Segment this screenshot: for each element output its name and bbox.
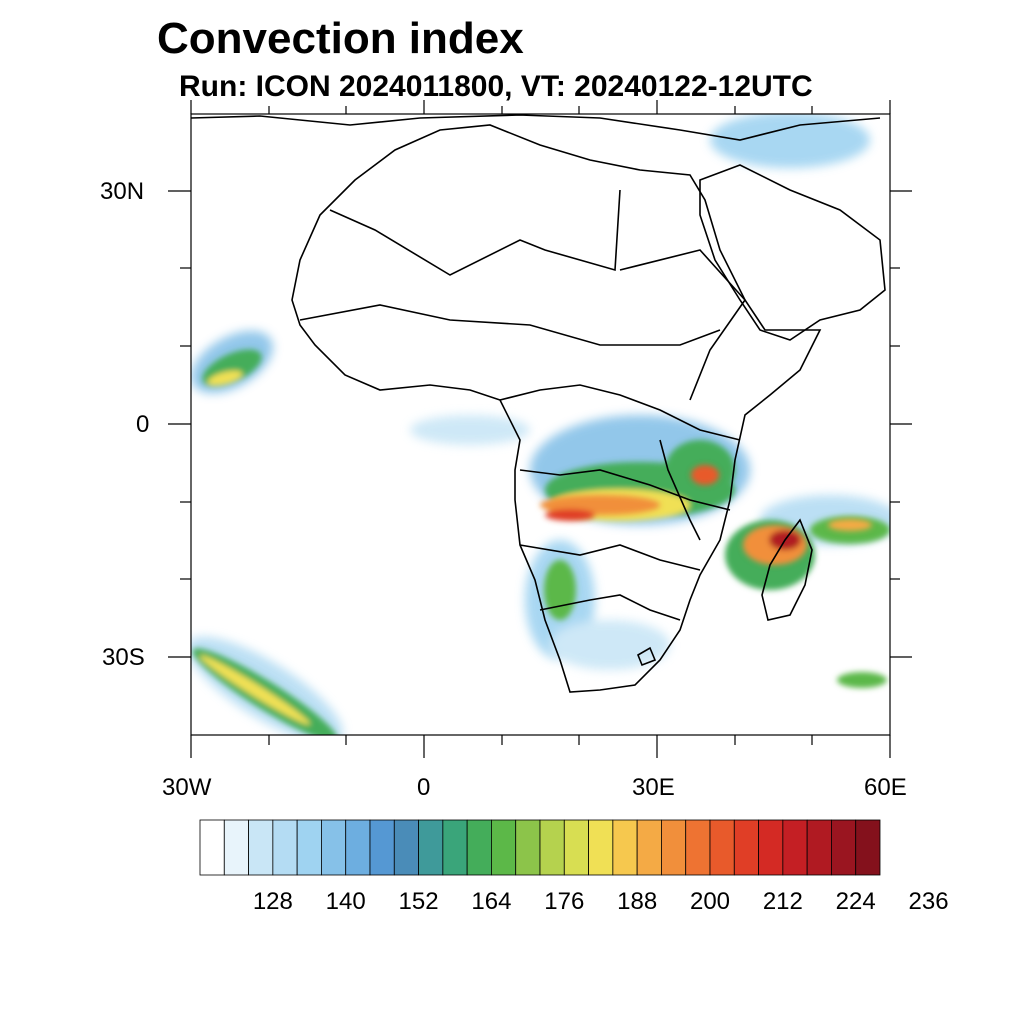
colorbar-box (661, 819, 687, 876)
border-lakes (659, 439, 701, 541)
border-central (499, 384, 741, 441)
border-sahel (299, 304, 721, 346)
border-south2 (539, 594, 681, 621)
colorbar-box (515, 819, 541, 876)
peak-tanzania-red (691, 465, 719, 485)
colorbar-box (248, 819, 274, 876)
x-ticks (190, 100, 891, 758)
colorbar-box (491, 819, 517, 876)
colorbar-box (393, 819, 419, 876)
y-tick-label: 30N (100, 178, 145, 205)
colorbar-box (831, 819, 857, 876)
africa-coastline (291, 124, 822, 693)
colorbar-box (369, 819, 395, 876)
border-ne (619, 249, 747, 401)
field-south-africa (550, 620, 670, 670)
colorbar-box (563, 819, 589, 876)
colorbar-box (588, 819, 614, 876)
colorbar-label: 164 (471, 888, 512, 915)
colorbar-box (418, 819, 444, 876)
peak-io-orange (828, 519, 872, 531)
colorbar-box (223, 819, 249, 876)
colorbar-box (442, 819, 468, 876)
colorbar-label: 128 (252, 888, 293, 915)
madagascar-coastline (761, 518, 813, 621)
x-tick-label: 30W (162, 774, 212, 801)
colorbar-boxes (199, 819, 881, 876)
colorbar-label: 224 (835, 888, 876, 915)
core-nw-yellow (207, 370, 243, 386)
peak-congo-red (545, 509, 595, 521)
y-tick-label: 0 (136, 411, 150, 438)
core-sw-yellow (199, 655, 311, 725)
colorbar-box (806, 819, 832, 876)
colorbar-box (296, 819, 322, 876)
colorbar-label: 176 (544, 888, 585, 915)
chart-title: Convection index (157, 14, 524, 63)
border-sahara (329, 189, 621, 276)
border-south (519, 544, 701, 571)
colorbar-box (636, 819, 662, 876)
chart-subtitle: Run: ICON 2024011800, VT: 20240122-12UTC (179, 70, 813, 103)
colorbar-box (272, 819, 298, 876)
colorbar-box (345, 819, 371, 876)
border-southern (519, 469, 731, 511)
border-lesotho (637, 646, 657, 667)
colorbar-label: 236 (908, 888, 949, 915)
colorbar-box (709, 819, 735, 876)
colorbar-label: 140 (325, 888, 366, 915)
colorbar-box (758, 819, 784, 876)
europe-coastline (191, 114, 881, 141)
y-tick-label: 30S (102, 644, 145, 671)
colorbar-box (612, 819, 638, 876)
field-gulf-guinea (410, 415, 530, 445)
colorbar-box (539, 819, 565, 876)
colorbar-box (466, 819, 492, 876)
y-ticks (168, 190, 912, 658)
colorbar-box (685, 819, 711, 876)
core-se-green (837, 672, 887, 688)
x-tick-label: 30E (632, 774, 675, 801)
colorbar-box (321, 819, 347, 876)
x-tick-label: 0 (417, 774, 431, 801)
colorbar-label: 152 (398, 888, 439, 915)
colorbar-box (733, 819, 759, 876)
arabia-coastline (699, 164, 886, 341)
colorbar-box (199, 819, 225, 876)
x-tick-label: 60E (864, 774, 907, 801)
colorbar-label: 200 (689, 888, 731, 915)
convection-field (191, 114, 890, 735)
colorbar-box (855, 819, 881, 876)
colorbar-box (782, 819, 808, 876)
colorbar-label: 188 (617, 888, 658, 915)
field-north-east (710, 114, 870, 168)
coastlines (191, 114, 886, 693)
colorbar-label: 212 (762, 888, 803, 915)
